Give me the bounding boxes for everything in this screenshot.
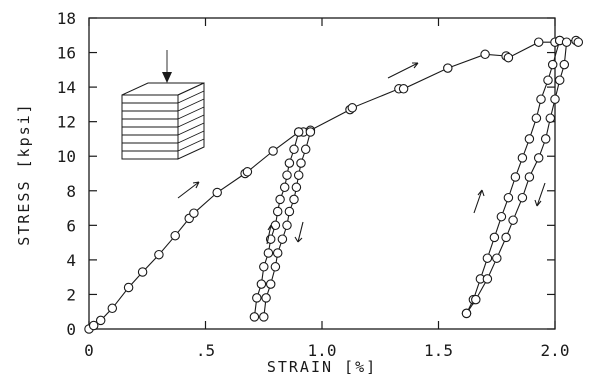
x-tick-label: 1.5 bbox=[424, 341, 453, 360]
data-point bbox=[503, 52, 514, 63]
data-point bbox=[265, 279, 276, 289]
data-point bbox=[88, 320, 99, 331]
direction-arrows bbox=[177, 62, 546, 245]
data-point bbox=[443, 63, 453, 73]
data-point bbox=[291, 182, 302, 193]
data-point bbox=[503, 192, 514, 203]
data-point bbox=[547, 59, 558, 70]
data-point bbox=[95, 315, 106, 326]
data-point bbox=[482, 274, 493, 284]
data-point bbox=[275, 194, 285, 205]
y-tick-label: 8 bbox=[66, 182, 76, 201]
data-point bbox=[573, 37, 584, 47]
data-markers bbox=[84, 35, 584, 334]
data-point bbox=[543, 75, 553, 85]
axis-ticks bbox=[88, 17, 556, 330]
data-point bbox=[259, 262, 269, 272]
data-point bbox=[492, 253, 502, 263]
y-tick-label: 0 bbox=[66, 320, 76, 339]
data-point bbox=[536, 94, 546, 104]
y-axis-title: STRESS [kpsi] bbox=[15, 102, 33, 245]
data-point bbox=[508, 215, 518, 225]
data-point bbox=[550, 94, 560, 104]
axis-tick-labels: 0 .5 1.0 1.5 2.0 0 2 4 6 8 10 12 14 16 18 bbox=[57, 9, 570, 360]
data-point bbox=[482, 253, 493, 263]
data-point bbox=[398, 84, 409, 94]
data-point bbox=[277, 234, 288, 244]
y-tick-label: 12 bbox=[57, 113, 76, 132]
data-point bbox=[259, 312, 269, 322]
y-tick-label: 14 bbox=[57, 78, 76, 97]
data-point bbox=[107, 303, 118, 314]
data-point bbox=[531, 113, 542, 123]
data-point bbox=[252, 293, 262, 303]
data-point bbox=[282, 220, 292, 231]
data-point bbox=[284, 206, 295, 217]
data-point bbox=[289, 144, 299, 155]
reload-arrow-1 bbox=[266, 224, 275, 245]
data-point bbox=[263, 248, 274, 258]
data-point bbox=[293, 170, 304, 180]
y-tick-label: 6 bbox=[66, 216, 76, 235]
data-point bbox=[212, 187, 222, 198]
loading-arrow-2 bbox=[387, 62, 419, 79]
unload-arrow-2 bbox=[534, 182, 546, 207]
data-point bbox=[289, 194, 299, 205]
data-point bbox=[471, 294, 481, 305]
data-point bbox=[272, 206, 283, 217]
data-point bbox=[510, 172, 521, 182]
laminate-block-icon bbox=[121, 50, 205, 160]
data-point bbox=[293, 127, 304, 137]
data-point bbox=[517, 192, 528, 203]
data-point bbox=[533, 37, 544, 47]
loading-arrow-1 bbox=[177, 181, 200, 199]
data-point bbox=[545, 113, 556, 123]
data-point bbox=[137, 267, 148, 277]
data-point bbox=[261, 293, 271, 303]
data-point bbox=[540, 134, 551, 144]
data-point bbox=[242, 167, 253, 177]
data-point bbox=[279, 182, 290, 193]
x-tick-label: .5 bbox=[196, 341, 215, 360]
x-tick-label: 1.0 bbox=[308, 341, 337, 360]
data-point bbox=[170, 230, 180, 241]
reload-arrow-2 bbox=[473, 189, 485, 214]
data-point bbox=[554, 75, 565, 85]
x-tick-label: 0 bbox=[84, 341, 94, 360]
x-tick-label: 2.0 bbox=[541, 341, 570, 360]
data-point bbox=[123, 282, 134, 293]
data-point bbox=[524, 172, 535, 182]
y-tick-label: 2 bbox=[66, 285, 76, 304]
unload-arrow-1 bbox=[294, 221, 304, 243]
data-point bbox=[296, 158, 306, 168]
data-point bbox=[189, 208, 199, 218]
data-point bbox=[517, 153, 528, 163]
data-point bbox=[305, 127, 316, 137]
data-point bbox=[347, 103, 358, 113]
data-point bbox=[496, 211, 507, 222]
data-point bbox=[561, 37, 572, 47]
data-point bbox=[480, 49, 490, 60]
data-point bbox=[284, 158, 295, 168]
data-point bbox=[489, 232, 500, 243]
x-axis-title: STRAIN [%] bbox=[267, 358, 377, 376]
data-point bbox=[272, 248, 283, 258]
y-tick-label: 10 bbox=[57, 147, 76, 166]
data-point bbox=[461, 308, 472, 319]
data-point bbox=[249, 312, 260, 322]
data-point bbox=[268, 146, 278, 156]
y-tick-label: 16 bbox=[57, 44, 76, 63]
data-point bbox=[256, 279, 267, 289]
y-tick-label: 4 bbox=[66, 251, 76, 270]
data-point bbox=[559, 59, 570, 70]
data-point bbox=[533, 153, 544, 163]
data-point bbox=[282, 170, 292, 180]
y-tick-label: 18 bbox=[57, 9, 76, 28]
data-point bbox=[270, 262, 281, 272]
data-point bbox=[501, 232, 511, 243]
data-point bbox=[154, 249, 164, 260]
data-point bbox=[300, 144, 311, 155]
data-point bbox=[524, 134, 535, 144]
